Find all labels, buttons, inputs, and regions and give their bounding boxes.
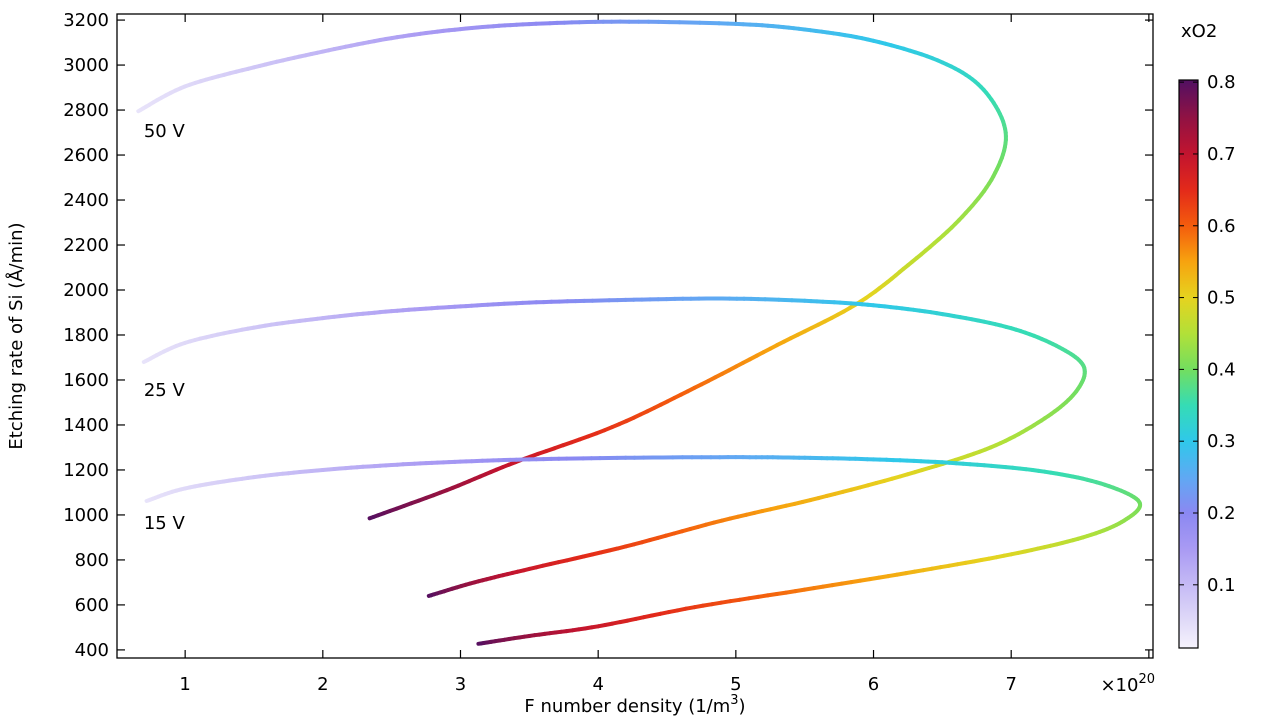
curve-segment [426, 593, 433, 598]
colorbar-tick-label: 0.5 [1207, 288, 1236, 309]
y-tick-label: 600 [75, 595, 109, 616]
series-label-15v: 15 V [144, 513, 186, 534]
y-tick-label: 1600 [63, 370, 109, 391]
colorbar-tick-label: 0.6 [1207, 216, 1236, 237]
plot-border [116, 13, 1154, 659]
curve-segment [367, 515, 376, 521]
colorbar-tick-label: 0.8 [1207, 72, 1236, 93]
y-tick-label: 2000 [63, 280, 109, 301]
y-axis-label: Etching rate of Si (Å/min) [5, 222, 27, 449]
series-label-50v: 50 V [144, 121, 186, 142]
colorbar-tick-label: 0.1 [1207, 575, 1236, 596]
curve-15v [144, 455, 1143, 646]
series-label-25v: 25 V [144, 380, 186, 401]
x-axis-label: F number density (1/m3) [524, 693, 745, 717]
colorbar-bar [1178, 79, 1199, 649]
y-tick-label: 1200 [63, 460, 109, 481]
y-tick-label: 2400 [63, 190, 109, 211]
y-tick-label: 1800 [63, 325, 109, 346]
colorbar-tick-label: 0.4 [1207, 359, 1236, 380]
x-tick-label: 5 [730, 674, 741, 695]
y-tick-label: 800 [75, 550, 109, 571]
y-tick-label: 2800 [63, 100, 109, 121]
colorbar-tick-label: 0.2 [1207, 503, 1236, 524]
y-tick-label: 2600 [63, 145, 109, 166]
colorbar-tick-label: 0.3 [1207, 431, 1236, 452]
x-tick-label: 6 [868, 674, 879, 695]
axes: 1 2 3 4 5 6 7 400 600 800 1000 1200 1400 1600 1800 2000… [5, 10, 1155, 717]
colorbar-title: xO2 [1181, 21, 1217, 42]
x-tick-label: 7 [1005, 674, 1016, 695]
y-tick-label: 1400 [63, 415, 109, 436]
x-tick-label: 3 [455, 674, 466, 695]
x-tick-label: 4 [592, 674, 603, 695]
colorbar-tick-label: 0.7 [1207, 144, 1236, 165]
x-tick-label: 2 [317, 674, 328, 695]
y-tick-label: 3000 [63, 55, 109, 76]
y-tick-label: 400 [75, 640, 109, 661]
curve-25v [141, 296, 1087, 598]
colorbar: 0.1 0.2 0.3 0.4 0.5 0.6 0.7 0.8 xO2 [1178, 21, 1236, 649]
y-tick-label: 3200 [63, 10, 109, 31]
y-tick-label: 2200 [63, 235, 109, 256]
x-axis-multiplier: ×1020 [1100, 672, 1155, 696]
x-tick-label: 1 [179, 674, 190, 695]
y-tick-label: 1000 [63, 505, 109, 526]
curve-50v [136, 19, 1008, 521]
